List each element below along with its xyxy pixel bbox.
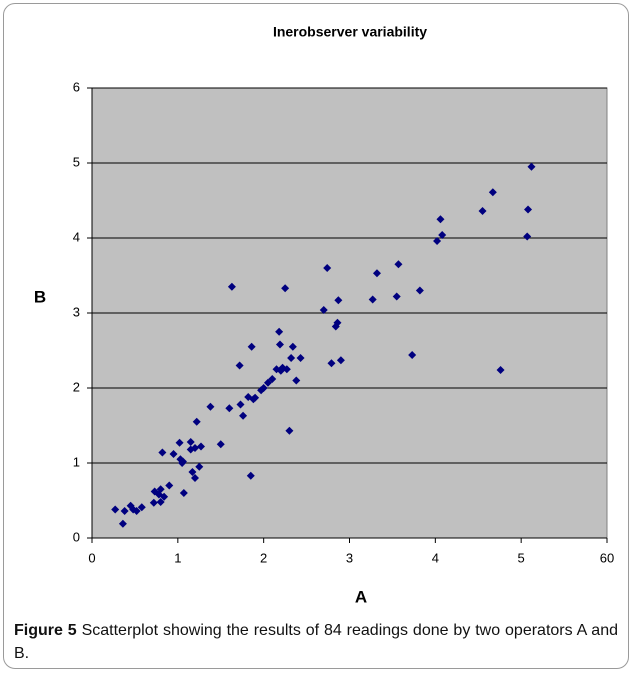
point xyxy=(415,286,424,295)
caption: Figure 5 Scatterplot showing the results… xyxy=(14,619,618,665)
point xyxy=(275,340,284,349)
point xyxy=(523,232,532,241)
point xyxy=(496,366,505,374)
x-tick-label: 3 xyxy=(346,550,353,565)
point xyxy=(372,269,381,278)
point xyxy=(195,462,204,471)
figure-frame xyxy=(3,3,629,669)
point xyxy=(132,507,141,515)
point xyxy=(438,231,447,239)
point xyxy=(158,448,167,457)
point xyxy=(247,342,256,351)
point xyxy=(235,361,244,370)
point xyxy=(118,519,127,528)
point xyxy=(285,426,294,435)
point xyxy=(156,485,165,494)
x-axis-label: A xyxy=(355,587,367,606)
point xyxy=(206,402,215,411)
x-tick-label: 1 xyxy=(174,550,181,565)
y-tick-label: 6 xyxy=(73,79,80,94)
point xyxy=(165,481,174,490)
point xyxy=(175,438,184,447)
point xyxy=(433,237,442,245)
y-tick-label: 3 xyxy=(73,304,80,319)
caption-text: Scatterplot showing the results of 84 re… xyxy=(14,622,619,662)
caption-label: Figure 5 xyxy=(14,622,77,639)
point xyxy=(178,459,187,467)
point xyxy=(334,296,343,305)
point xyxy=(394,260,403,269)
point xyxy=(296,354,305,362)
point xyxy=(259,384,268,392)
y-axis-label: B xyxy=(34,287,46,306)
x-tick-label: 0 xyxy=(88,550,95,565)
point xyxy=(327,359,336,368)
point xyxy=(227,282,236,291)
point xyxy=(160,492,169,501)
point xyxy=(111,505,120,514)
point xyxy=(436,215,445,224)
y-tick-label: 0 xyxy=(73,529,80,544)
point xyxy=(323,264,332,272)
x-tick-label: 4 xyxy=(432,550,439,565)
point xyxy=(192,417,201,426)
point xyxy=(186,438,195,446)
point xyxy=(268,375,277,383)
point xyxy=(179,489,188,497)
y-tick-label: 5 xyxy=(73,154,80,169)
point xyxy=(524,205,533,214)
point xyxy=(333,318,342,327)
y-tick-label: 4 xyxy=(73,229,80,244)
point xyxy=(149,498,158,507)
point xyxy=(225,404,234,413)
point xyxy=(236,400,245,409)
point xyxy=(292,376,301,385)
point xyxy=(246,471,255,480)
point xyxy=(319,306,328,314)
point xyxy=(186,445,195,454)
point xyxy=(336,356,345,365)
point xyxy=(368,295,377,304)
point xyxy=(527,162,536,171)
point xyxy=(263,378,272,387)
point xyxy=(288,342,297,351)
point xyxy=(169,450,178,458)
point xyxy=(275,327,284,336)
point xyxy=(281,284,290,293)
point xyxy=(197,442,206,451)
point xyxy=(188,468,197,476)
point xyxy=(408,351,417,359)
point xyxy=(392,292,401,301)
x-tick-label: 5 xyxy=(518,550,525,565)
chart-title: Inerobserver variability xyxy=(273,24,427,40)
y-tick-label: 2 xyxy=(73,379,80,394)
point xyxy=(282,365,291,374)
point xyxy=(191,474,199,482)
x-tick-label: 2 xyxy=(260,550,267,565)
point xyxy=(287,354,296,362)
point xyxy=(478,207,487,215)
point xyxy=(488,188,497,197)
y-tick-label: 1 xyxy=(73,454,80,469)
point xyxy=(120,507,129,515)
point xyxy=(239,411,248,420)
point xyxy=(156,498,165,506)
point xyxy=(216,440,225,449)
x-tick-label: 60 xyxy=(600,550,614,565)
point xyxy=(251,393,260,402)
point xyxy=(137,503,146,512)
